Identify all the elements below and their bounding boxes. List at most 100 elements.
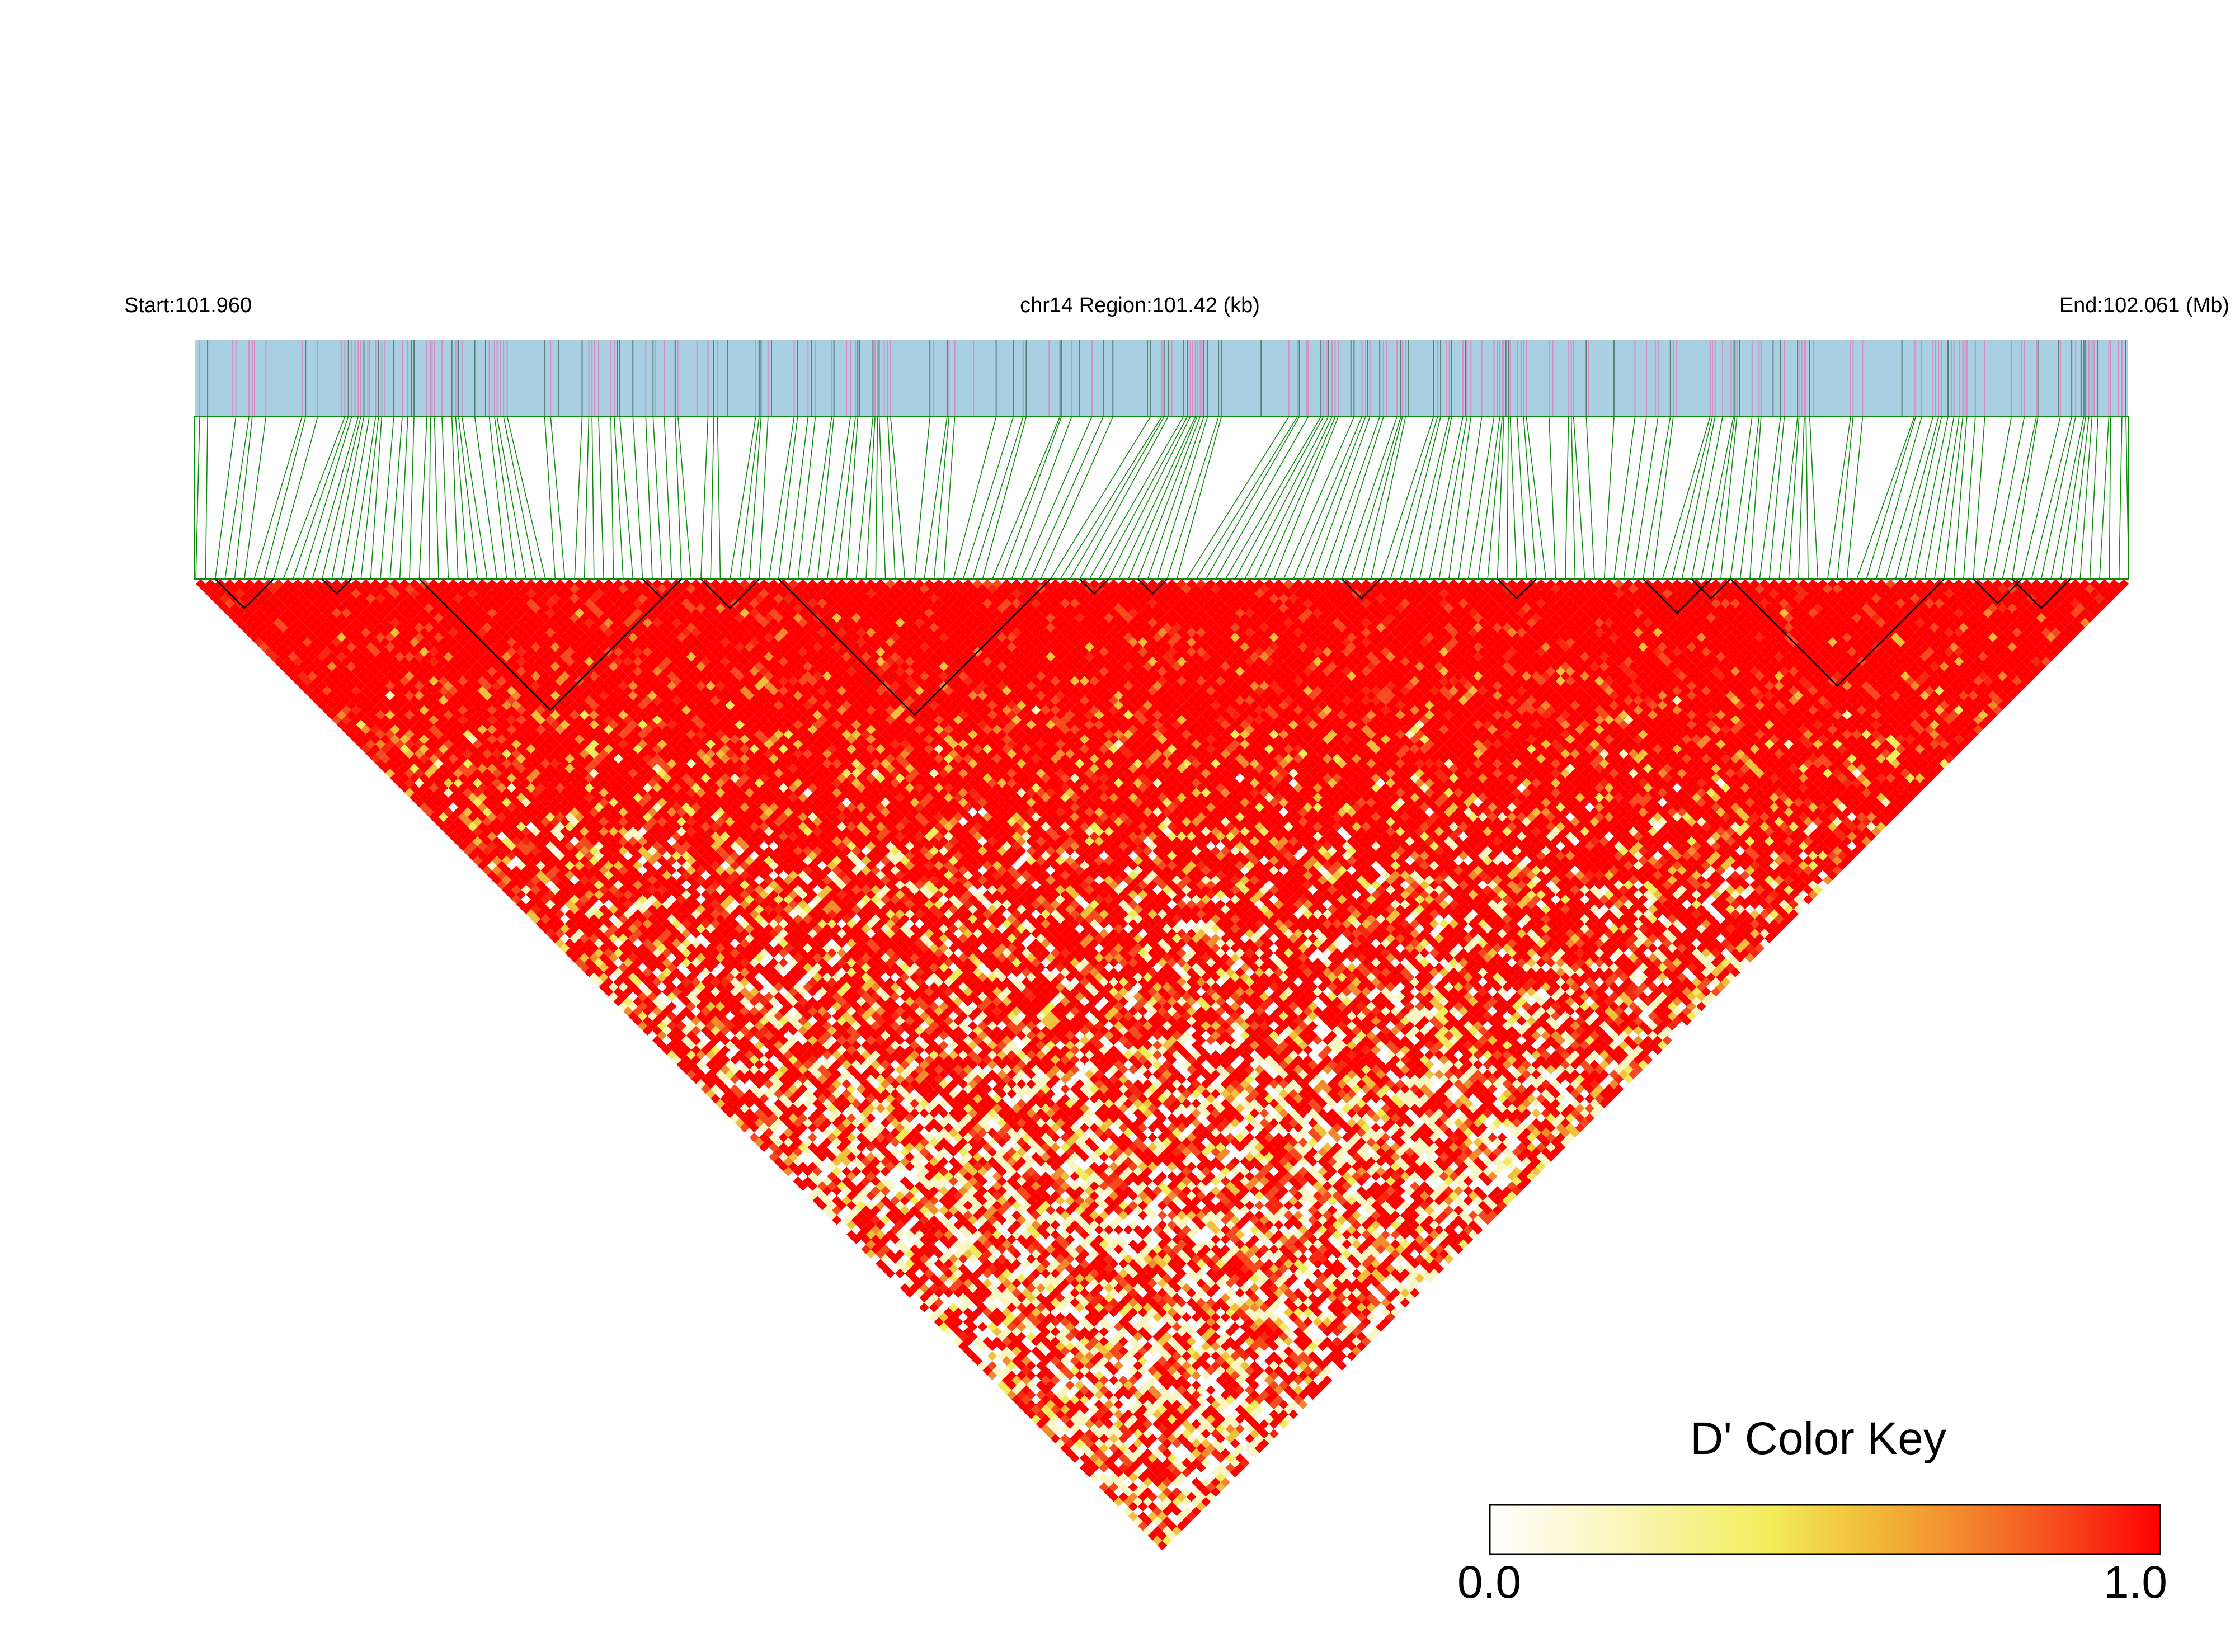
ld-cell [798, 1171, 808, 1182]
snp-connector [1409, 416, 1450, 580]
ld-cell [434, 817, 444, 827]
ld-cell [419, 802, 429, 812]
ld-cell [545, 899, 556, 910]
ld-cell [458, 822, 468, 832]
ld-cell [866, 1230, 876, 1240]
snp-connector [924, 416, 948, 580]
ld-cell [968, 1341, 978, 1352]
ld-cell [861, 1225, 871, 1235]
ld-cell [200, 583, 210, 594]
snp-connector [1108, 416, 1191, 580]
ld-cell [404, 778, 415, 788]
snp-connector [1652, 416, 1674, 580]
ld-cell [205, 589, 215, 599]
ld-cell [283, 666, 293, 676]
ld-cell [303, 656, 313, 667]
ld-cell [929, 1293, 939, 1303]
snp-connector [1856, 416, 1915, 580]
snp-connector [677, 416, 692, 580]
ld-cell [463, 807, 473, 817]
snp-connector [2070, 416, 2090, 580]
ld-cell [492, 865, 502, 876]
ld-cell [676, 1040, 686, 1050]
ld-cell [958, 1341, 968, 1352]
ld-cell [608, 982, 619, 992]
snp-connector [1069, 416, 1165, 580]
ld-cell [545, 889, 556, 900]
snp-connector [1701, 416, 1734, 580]
ld-cell [298, 642, 308, 652]
ld-cell [919, 1302, 929, 1312]
ld-cell [628, 972, 638, 982]
ld-cell [307, 661, 317, 671]
ld-cell [963, 1317, 973, 1327]
ld-cell [399, 773, 410, 783]
ld-cell [516, 899, 526, 910]
snp-connector [1467, 416, 1495, 580]
snp-connector [458, 416, 478, 580]
ld-cell [929, 1302, 939, 1312]
ld-cell [948, 1331, 958, 1342]
ld-cell [885, 1249, 896, 1259]
snp-connector [933, 416, 950, 580]
ld-cell [987, 1371, 997, 1381]
ld-cell [463, 826, 473, 837]
ld-cell [293, 656, 303, 667]
ld-cell [589, 953, 599, 963]
ld-cell [1055, 1400, 1065, 1410]
ld-cell [851, 1225, 862, 1235]
ld-cell [1133, 1507, 1143, 1517]
ld-cell [895, 1278, 905, 1288]
snp-connector [380, 416, 394, 580]
ld-cell [210, 594, 220, 604]
ld-cell [1060, 1404, 1070, 1415]
ld-cell [676, 1060, 686, 1070]
ld-cell [589, 933, 599, 944]
ld-cell [817, 1161, 827, 1172]
ld-cell [531, 895, 541, 905]
ld-cell [1094, 1477, 1104, 1488]
snp-connector [503, 416, 537, 580]
ld-cell [1036, 1380, 1046, 1390]
ld-cell [803, 1157, 813, 1167]
ld-cell [492, 875, 502, 885]
snp-connector [1060, 416, 1163, 580]
snp-connector [953, 416, 997, 580]
ld-cell [312, 676, 322, 686]
ld-cell [1118, 1472, 1128, 1482]
snp-connector [292, 416, 349, 580]
ld-cell [657, 1011, 667, 1021]
ld-cell [303, 686, 313, 696]
ld-cell [477, 822, 487, 832]
ld-cell [905, 1259, 915, 1269]
snp-connector [1341, 416, 1398, 580]
ld-cell [419, 773, 429, 783]
ld-cell [385, 749, 395, 759]
ld-cell [1142, 1516, 1153, 1526]
ld-cell [346, 690, 356, 700]
ld-cell [934, 1307, 944, 1317]
snp-connector [1419, 416, 1452, 580]
ld-cell [972, 1317, 983, 1327]
ld-cell [1147, 1531, 1158, 1541]
ld-cell [774, 1157, 784, 1167]
ld-cell [288, 642, 298, 652]
snp-connector [2002, 416, 2037, 580]
ld-cell [730, 1074, 740, 1084]
ld-cell [394, 739, 405, 749]
snp-connector [1331, 416, 1384, 580]
ld-cell [375, 739, 385, 749]
ld-cell [992, 1366, 1002, 1376]
snp-connector [610, 416, 614, 580]
ld-cell [890, 1273, 900, 1283]
ld-cell [1138, 1521, 1148, 1531]
ld-cell [1079, 1424, 1090, 1434]
snp-connector [1312, 416, 1371, 580]
snp-connector [1089, 416, 1184, 580]
snp-connector [1603, 416, 1615, 580]
ld-cell [1046, 1400, 1056, 1410]
ld-cell [827, 1201, 837, 1211]
ld-cell [380, 744, 390, 754]
ld-cell [322, 666, 332, 676]
ld-cell [540, 904, 550, 914]
